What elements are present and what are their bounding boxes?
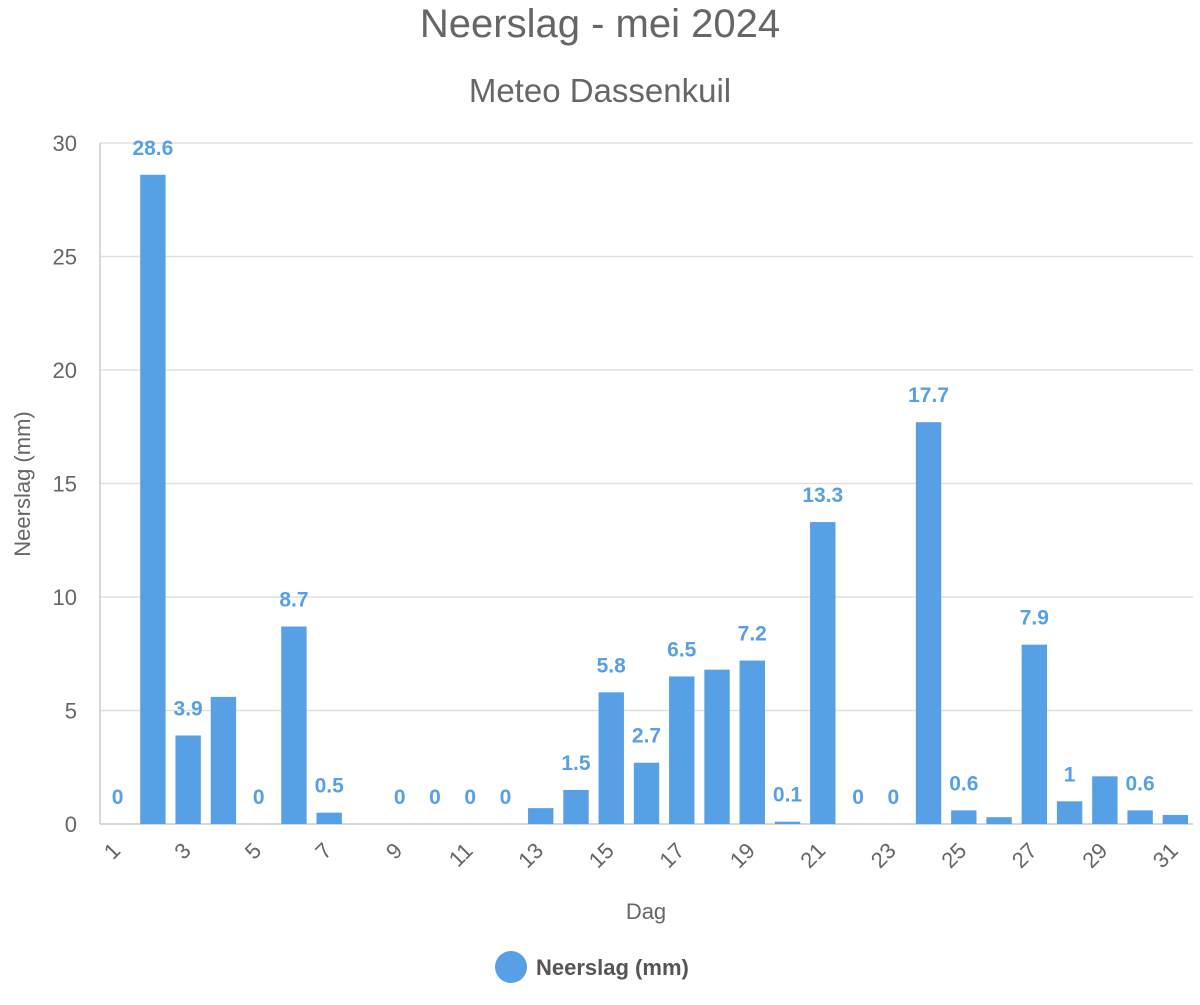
y-tick-label: 20 (53, 358, 77, 383)
x-tick-label: 25 (936, 838, 971, 873)
y-axis-ticks: 0 5 10 15 20 25 30 (53, 131, 77, 837)
x-axis-ticks: 1 3 5 7 9 11 13 15 17 19 21 23 25 27 29 31 (99, 838, 1183, 873)
x-tick-label: 1 (99, 838, 125, 864)
data-label-day-23: 0 (887, 786, 899, 809)
x-tick-label: 9 (381, 838, 407, 864)
bar-day-29[interactable] (1092, 776, 1118, 824)
bar-day-25[interactable] (951, 810, 977, 824)
data-label-day-20: 0.1 (773, 784, 803, 807)
data-label-day-27: 7.9 (1020, 607, 1049, 630)
data-label-day-30: 0.6 (1126, 772, 1155, 795)
bar-day-18[interactable] (704, 669, 730, 824)
data-label-day-3: 3.9 (174, 697, 203, 720)
legend[interactable]: Neerslag (mm) (495, 951, 689, 983)
bar-day-3[interactable] (175, 735, 201, 824)
x-tick-label: 27 (1007, 838, 1042, 873)
x-tick-label: 17 (654, 838, 689, 873)
y-tick-label: 0 (65, 812, 77, 837)
data-labels: 028.63.908.70.5 0 0 0 01.55.82.76.57.20.113.… (112, 137, 1155, 809)
chart-title: Neerslag - mei 2024 (420, 2, 780, 46)
y-tick-label: 10 (53, 585, 77, 610)
bar-day-7[interactable] (316, 812, 342, 824)
data-label-day-11: 0 (464, 786, 476, 809)
x-tick-label: 3 (169, 838, 195, 864)
bars (140, 174, 1189, 824)
bar-day-27[interactable] (1021, 644, 1048, 824)
chart-subtitle: Meteo Dassenkuil (469, 72, 731, 109)
bar-day-19[interactable] (739, 660, 765, 824)
data-label-day-22: 0 (852, 786, 864, 809)
x-tick-label: 11 (444, 838, 478, 872)
x-tick-label: 21 (795, 838, 830, 873)
bar-day-6[interactable] (281, 626, 307, 824)
bar-day-30[interactable] (1127, 810, 1153, 824)
x-tick-label: 29 (1077, 838, 1112, 873)
bar-day-4[interactable] (210, 696, 237, 824)
x-tick-label: 15 (584, 838, 619, 873)
data-label-day-28: 1 (1064, 763, 1076, 786)
y-tick-label: 25 (53, 245, 77, 270)
data-label-day-5: 0 (253, 786, 265, 809)
data-label-day-15: 5.8 (597, 654, 627, 677)
data-label-day-7: 0.5 (315, 775, 345, 798)
x-tick-label: 7 (310, 838, 336, 864)
legend-swatch (495, 951, 527, 983)
bar-day-28[interactable] (1056, 801, 1083, 824)
data-label-day-19: 7.2 (738, 623, 767, 646)
bar-day-31[interactable] (1162, 814, 1189, 824)
x-tick-label: 5 (240, 838, 266, 864)
data-label-day-17: 6.5 (667, 638, 697, 661)
bar-day-2[interactable] (140, 174, 166, 824)
data-label-day-9: 0 (394, 786, 406, 809)
data-label-day-1: 0 (112, 786, 124, 809)
bar-day-16[interactable] (633, 762, 660, 824)
legend-label: Neerslag (mm) (536, 955, 689, 980)
data-label-day-14: 1.5 (561, 752, 591, 775)
bar-day-26[interactable] (986, 817, 1012, 824)
x-tick-label: 13 (513, 838, 548, 873)
bar-day-14[interactable] (563, 789, 589, 824)
y-tick-label: 30 (53, 131, 77, 156)
bar-day-20[interactable] (774, 821, 801, 824)
data-label-day-24: 17.7 (908, 384, 949, 407)
bar-day-13[interactable] (528, 808, 554, 824)
x-axis-label: Dag (626, 899, 666, 924)
y-tick-label: 15 (53, 472, 77, 497)
data-label-day-21: 13.3 (802, 484, 843, 507)
data-label-day-10: 0 (429, 786, 441, 809)
bar-day-24[interactable] (915, 422, 942, 824)
bar-day-15[interactable] (598, 692, 624, 824)
x-tick-label: 19 (725, 838, 760, 873)
bar-day-21[interactable] (810, 522, 836, 824)
y-axis-label: Neerslag (mm) (10, 411, 35, 556)
bar-day-17[interactable] (669, 676, 695, 824)
data-label-day-6: 8.7 (279, 589, 308, 612)
x-tick-label: 31 (1148, 838, 1183, 873)
data-label-day-12: 0 (500, 786, 512, 809)
data-label-day-25: 0.6 (949, 772, 978, 795)
x-tick-label: 23 (866, 838, 901, 873)
y-tick-label: 5 (65, 699, 77, 724)
data-label-day-2: 28.6 (132, 137, 173, 160)
data-label-day-16: 2.7 (632, 725, 661, 748)
